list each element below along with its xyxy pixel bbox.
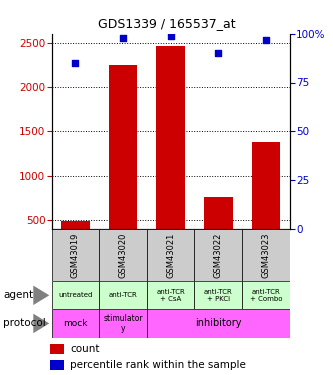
Bar <box>61 221 90 264</box>
Bar <box>242 281 290 309</box>
Text: anti-TCR
+ Combo: anti-TCR + Combo <box>250 289 282 302</box>
Text: protocol: protocol <box>3 318 46 328</box>
Bar <box>52 309 99 338</box>
Bar <box>109 65 137 264</box>
Text: anti-TCR
+ CsA: anti-TCR + CsA <box>156 289 185 302</box>
Bar <box>50 360 64 370</box>
Text: GSM43019: GSM43019 <box>71 232 80 278</box>
Bar <box>204 197 232 264</box>
Text: stimulator
y: stimulator y <box>103 314 143 333</box>
Point <box>73 60 78 66</box>
Text: count: count <box>70 344 100 354</box>
Bar <box>157 46 185 264</box>
Text: GDS1339 / 165537_at: GDS1339 / 165537_at <box>98 17 235 30</box>
Polygon shape <box>33 314 49 333</box>
Bar <box>50 344 64 354</box>
Point <box>168 33 173 39</box>
Text: anti-TCR: anti-TCR <box>109 292 138 298</box>
Bar <box>52 229 99 281</box>
Bar <box>147 229 194 281</box>
Bar <box>147 281 194 309</box>
Bar <box>147 309 290 338</box>
Text: anti-TCR
+ PKCi: anti-TCR + PKCi <box>204 289 233 302</box>
Bar <box>252 142 280 264</box>
Text: GSM43022: GSM43022 <box>214 232 223 278</box>
Text: percentile rank within the sample: percentile rank within the sample <box>70 360 246 370</box>
Bar <box>99 281 147 309</box>
Bar <box>242 229 290 281</box>
Point <box>121 34 126 40</box>
Bar <box>99 229 147 281</box>
Point <box>263 37 268 43</box>
Text: mock: mock <box>63 319 88 328</box>
Bar <box>194 229 242 281</box>
Bar <box>52 281 99 309</box>
Text: agent: agent <box>3 290 33 300</box>
Text: inhibitory: inhibitory <box>195 318 241 328</box>
Text: GSM43020: GSM43020 <box>119 232 128 278</box>
Point <box>216 50 221 56</box>
Text: untreated: untreated <box>58 292 93 298</box>
Bar <box>194 281 242 309</box>
Text: GSM43021: GSM43021 <box>166 232 175 278</box>
Text: GSM43023: GSM43023 <box>261 232 270 278</box>
Polygon shape <box>33 286 49 305</box>
Bar <box>99 309 147 338</box>
